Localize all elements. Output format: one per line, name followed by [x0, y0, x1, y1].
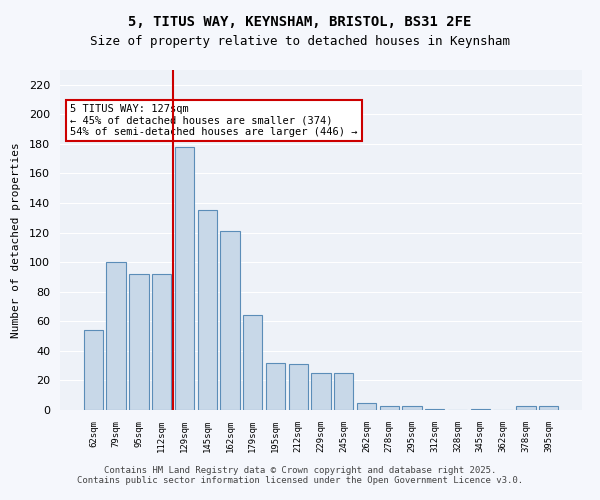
Text: Contains HM Land Registry data © Crown copyright and database right 2025.
Contai: Contains HM Land Registry data © Crown c… — [77, 466, 523, 485]
Bar — [175, 147, 194, 410]
Bar — [129, 274, 149, 410]
Bar — [425, 408, 445, 410]
Bar — [380, 406, 399, 410]
Bar — [220, 231, 239, 410]
Bar — [403, 406, 422, 410]
Bar — [152, 274, 172, 410]
Bar — [311, 373, 331, 410]
Bar — [197, 210, 217, 410]
Bar — [84, 330, 103, 410]
Bar — [516, 406, 536, 410]
Bar — [243, 316, 262, 410]
Bar — [539, 406, 558, 410]
Bar — [266, 362, 285, 410]
Text: 5, TITUS WAY, KEYNSHAM, BRISTOL, BS31 2FE: 5, TITUS WAY, KEYNSHAM, BRISTOL, BS31 2F… — [128, 15, 472, 29]
Text: Size of property relative to detached houses in Keynsham: Size of property relative to detached ho… — [90, 35, 510, 48]
Y-axis label: Number of detached properties: Number of detached properties — [11, 142, 20, 338]
Bar — [470, 408, 490, 410]
Bar — [334, 373, 353, 410]
Bar — [289, 364, 308, 410]
Text: 5 TITUS WAY: 127sqm
← 45% of detached houses are smaller (374)
54% of semi-detac: 5 TITUS WAY: 127sqm ← 45% of detached ho… — [70, 104, 358, 137]
Bar — [357, 402, 376, 410]
Bar — [106, 262, 126, 410]
